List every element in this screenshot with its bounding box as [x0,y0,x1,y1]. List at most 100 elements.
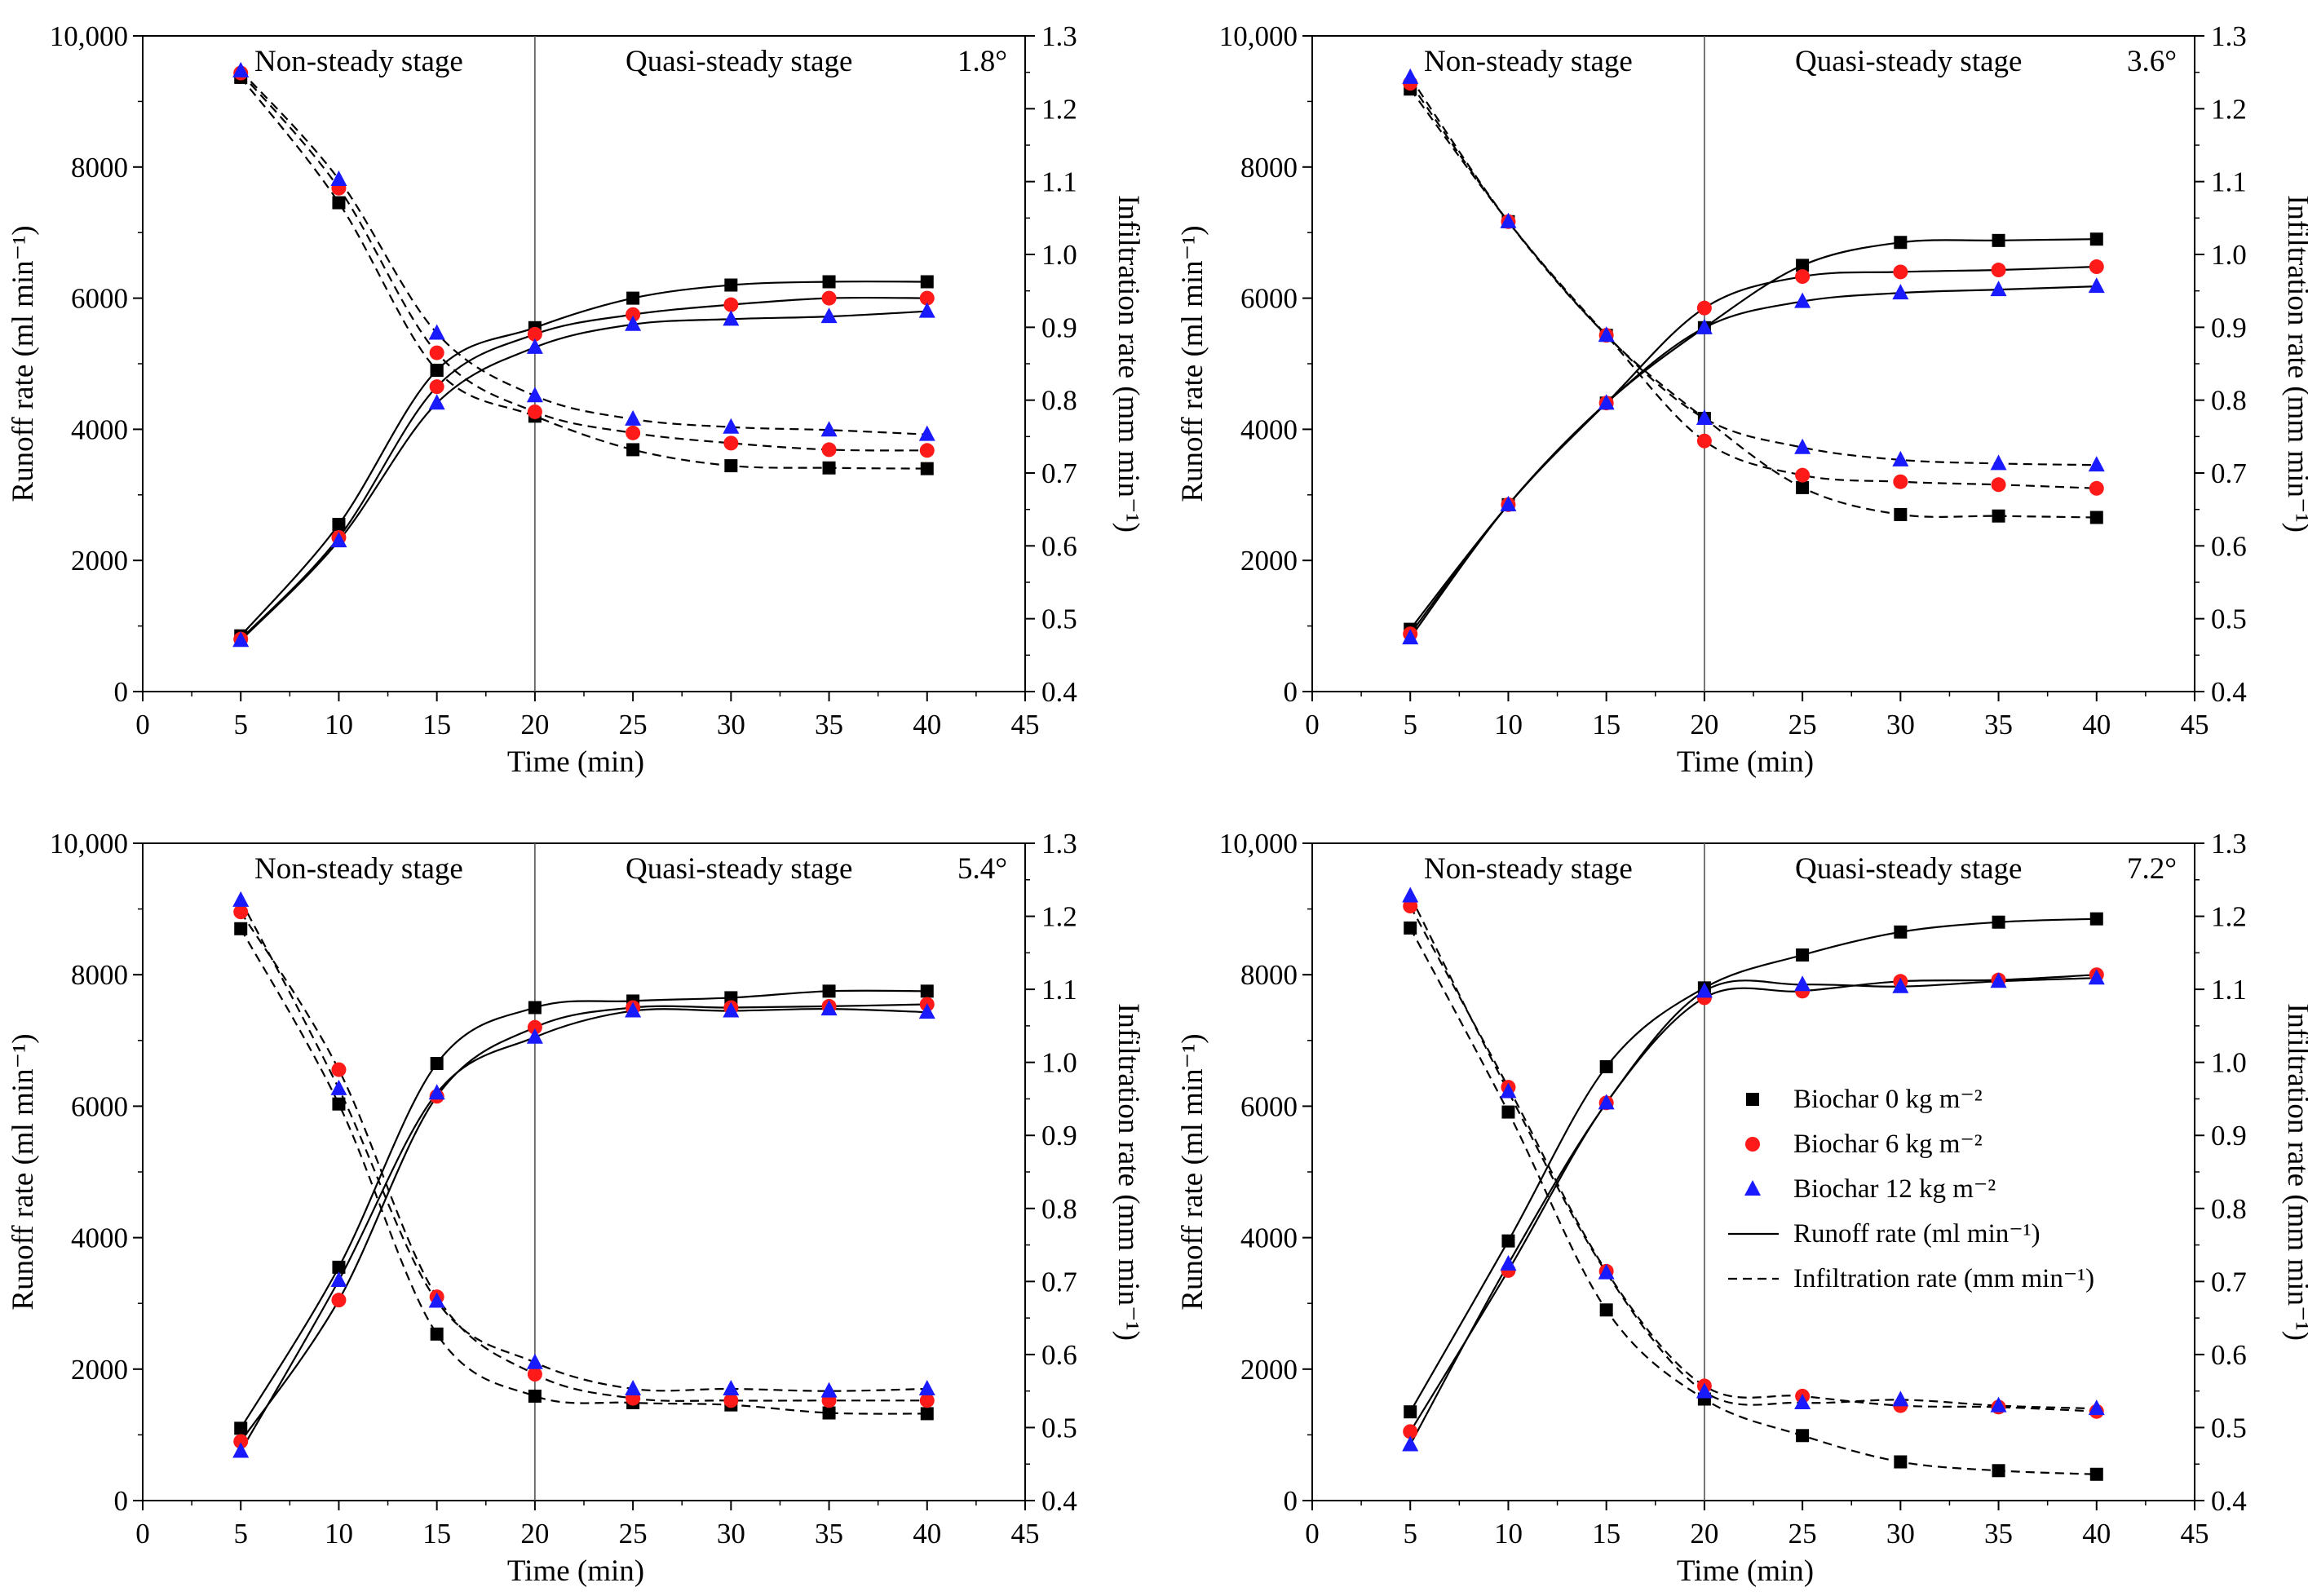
y-left-tick-label: 2000 [71,545,128,577]
runoff-point-biochar-12 [232,1442,250,1458]
infiltration-point-biochar-12 [625,409,642,426]
infiltration-point-biochar-0 [1796,1429,1810,1443]
infiltration-point-biochar-0 [2089,511,2103,524]
infiltration-point-biochar-12 [1794,1393,1811,1409]
y-right-tick-label: 1.3 [2211,20,2247,52]
chart-panel-5-4deg: 0 5 10 15 20 25 30 35 40 45 Time (min) 0 2000 4000 600… [7,828,1145,1588]
y-right-axis-title: Infiltration rate (mm min⁻¹) [2281,195,2308,533]
y-left-tick-label: 6000 [1240,283,1298,315]
runoff-point-biochar-12 [526,338,543,354]
infiltration-line-biochar-0 [1409,88,2097,519]
y-left-tick-label: 8000 [71,152,128,183]
x-tick-label: 40 [2082,709,2111,741]
plot-frame [142,842,1026,1501]
runoff-point-biochar-0 [1501,1234,1515,1248]
infiltration-point-biochar-12 [1500,212,1517,228]
x-tick-label: 30 [1886,1518,1915,1550]
infiltration-point-biochar-12 [1892,1390,1909,1407]
runoff-point-biochar-12 [820,1000,838,1016]
y-left-tick-label: 0 [114,676,129,708]
panel-slope-label: 3.6° [2127,45,2177,78]
x-tick-label: 40 [2082,1518,2111,1550]
infiltration-line-biochar-12 [1409,895,2097,1410]
infiltration-point-biochar-0 [1599,1303,1613,1317]
x-tick-label: 15 [1592,1518,1620,1550]
x-tick-label: 0 [135,1518,150,1550]
y-left-tick-label: 6000 [1240,1090,1298,1122]
y-left-tick-label: 2000 [71,1354,128,1386]
runoff-point-biochar-6 [233,1434,249,1449]
runoff-point-biochar-12 [1696,318,1713,334]
infiltration-point-biochar-12 [2088,1399,2105,1416]
infiltration-point-biochar-12 [232,891,250,907]
infiltration-point-biochar-12 [1402,886,1419,903]
infiltration-point-biochar-6 [723,1393,739,1408]
y-left-tick-label: 0 [1284,1485,1298,1517]
runoff-point-biochar-12 [428,394,445,410]
runoff-point-biochar-0 [1404,1405,1417,1419]
infiltration-point-biochar-0 [724,459,738,473]
runoff-point-biochar-12 [1990,281,2007,297]
runoff-point-biochar-0 [1894,236,1908,250]
infiltration-point-biochar-0 [234,922,248,935]
runoff-point-biochar-12 [2088,969,2105,985]
panel-slope-label: 1.8° [957,45,1007,78]
infiltration-point-biochar-6 [821,442,837,458]
y-left-tick-label: 4000 [71,413,128,445]
runoff-point-biochar-0 [1992,915,2005,929]
runoff-point-biochar-6 [919,290,935,306]
runoff-point-biochar-6 [1991,263,2006,278]
x-tick-label: 20 [520,709,549,741]
y-right-tick-label: 0.6 [1041,1339,1077,1371]
runoff-point-biochar-6 [527,326,542,342]
stage-label-quasi-steady: Quasi-steady stage [1795,45,2022,78]
infiltration-point-biochar-12 [330,1079,347,1095]
y-right-axis-title: Infiltration rate (mm min⁻¹) [2281,1003,2308,1341]
y-right-tick-label: 1.2 [1041,93,1077,125]
infiltration-point-biochar-6 [527,404,542,419]
infiltration-point-biochar-0 [430,364,444,378]
plot-frame [1311,842,2195,1501]
infiltration-point-biochar-0 [1894,1455,1908,1469]
runoff-point-biochar-12 [330,1271,347,1287]
infiltration-point-biochar-12 [232,61,250,77]
y-right-tick-label: 0.5 [2211,603,2247,635]
runoff-point-biochar-0 [724,991,738,1005]
y-left-axis-title: Runoff rate (ml min⁻¹) [7,225,40,502]
legend-marker-triangle [1744,1180,1761,1196]
infiltration-point-biochar-0 [1992,1464,2005,1478]
runoff-line-biochar-0 [1409,917,2097,1413]
x-axis-title: Time (min) [1677,1554,1814,1588]
infiltration-point-biochar-12 [918,425,935,441]
infiltration-point-biochar-0 [332,196,346,210]
y-left-tick-label: 0 [114,1485,129,1517]
y-left-axis-title: Runoff rate (ml min⁻¹) [7,1033,40,1310]
runoff-point-biochar-12 [428,1084,445,1100]
y-right-tick-label: 1.1 [2211,974,2247,1006]
y-right-tick-label: 0.5 [2211,1412,2247,1443]
y-left-tick-label: 0 [1284,676,1298,708]
runoff-point-biochar-0 [332,1260,346,1274]
runoff-line-biochar-0 [1409,238,2097,630]
runoff-point-biochar-0 [234,1421,248,1435]
infiltration-point-biochar-0 [822,461,836,475]
legend-marker-square [1746,1093,1759,1106]
y-right-tick-label: 1.2 [1041,901,1077,933]
infiltration-line-biochar-12 [1409,77,2097,466]
x-axis-title: Time (min) [1677,745,1814,779]
y-left-tick-label: 4000 [1240,413,1298,445]
runoff-line-biochar-12 [1409,977,2097,1446]
x-tick-label: 30 [717,1518,745,1550]
stage-label-quasi-steady: Quasi-steady stage [626,852,852,886]
panel-slope-label: 5.4° [957,852,1007,886]
chart-panel-1-8deg: 0 5 10 15 20 25 30 35 40 45 Time (min) 0 2000 4000 600… [7,20,1145,779]
x-tick-label: 20 [1690,709,1718,741]
infiltration-point-biochar-0 [920,462,934,475]
y-right-tick-label: 0.5 [1041,603,1077,635]
x-tick-label: 25 [1788,709,1817,741]
runoff-point-biochar-0 [626,291,640,305]
y-right-tick-label: 1.0 [1041,239,1077,271]
y-right-tick-label: 0.8 [1041,385,1077,417]
x-tick-label: 10 [1494,1518,1523,1550]
infiltration-point-biochar-12 [330,170,347,186]
